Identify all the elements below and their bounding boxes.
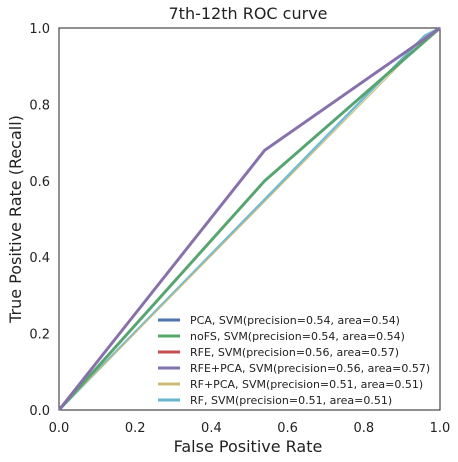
legend: PCA, SVM(precision=0.54, area=0.54) noFS,… [158, 314, 430, 407]
legend-label: RFE, SVM(precision=0.56, area=0.57) [190, 346, 399, 359]
y-axis-ticks: 0.0 0.2 0.4 0.6 0.8 1.0 [29, 22, 50, 419]
y-tick-label: 0.2 [29, 328, 50, 343]
y-axis-label: True Positive Rate (Recall) [6, 115, 25, 324]
x-tick-label: 0.0 [49, 421, 70, 436]
x-tick-label: 0.4 [201, 421, 222, 436]
legend-label: RFE+PCA, SVM(precision=0.56, area=0.57) [190, 362, 430, 375]
x-axis-label: False Positive Rate [174, 437, 323, 456]
roc-line-3 [57, 26, 441, 411]
plot-frame [58, 27, 441, 411]
x-tick-label: 0.2 [125, 421, 146, 436]
x-tick-label: 1.0 [430, 421, 451, 436]
plot-area: 0.0 0.2 0.4 0.6 0.8 1.0 0.0 0.2 0.4 0.6 0.8 1.0 [29, 22, 450, 436]
y-tick-label: 0.8 [29, 98, 50, 113]
chart-title: 7th-12th ROC curve [168, 4, 327, 23]
y-tick-label: 0.4 [29, 251, 50, 266]
legend-label: RF, SVM(precision=0.51, area=0.51) [190, 394, 392, 407]
x-axis-ticks: 0.0 0.2 0.4 0.6 0.8 1.0 [49, 421, 451, 436]
y-tick-label: 0.0 [29, 404, 50, 419]
roc-line-1 [57, 26, 441, 412]
legend-label: PCA, SVM(precision=0.54, area=0.54) [190, 314, 400, 327]
x-tick-label: 0.8 [353, 421, 374, 436]
series-layer [57, 26, 441, 412]
legend-label: noFS, SVM(precision=0.54, area=0.54) [190, 330, 405, 343]
x-tick-label: 0.6 [277, 421, 298, 436]
y-tick-label: 0.6 [29, 175, 50, 190]
y-tick-label: 1.0 [29, 22, 50, 37]
legend-label: RF+PCA, SVM(precision=0.51, area=0.51) [190, 378, 423, 391]
